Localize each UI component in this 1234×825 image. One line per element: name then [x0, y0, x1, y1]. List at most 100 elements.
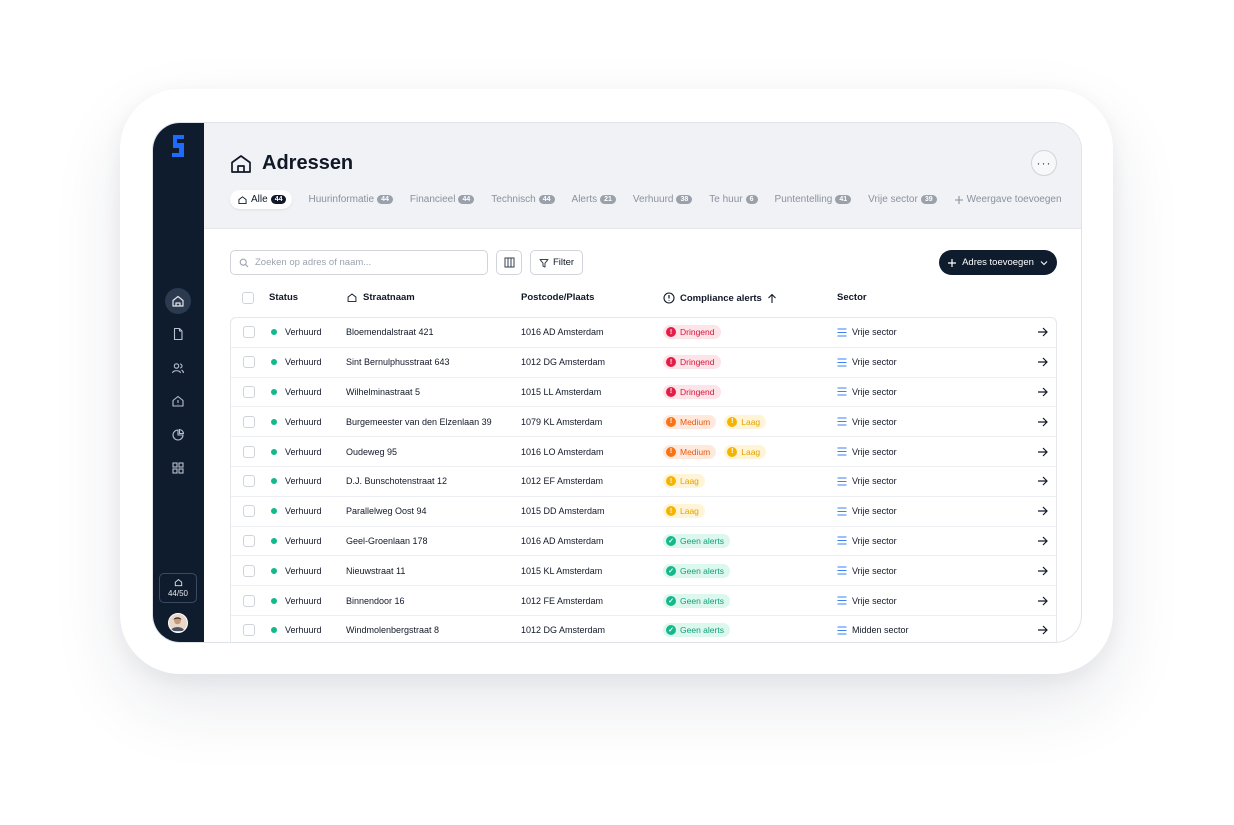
- open-row-button[interactable]: [1037, 357, 1048, 367]
- row-checkbox[interactable]: [243, 594, 255, 607]
- tab-te-huur[interactable]: Te huur 6: [701, 190, 765, 209]
- column-header-status[interactable]: Status: [269, 292, 299, 303]
- open-row-button[interactable]: [1037, 596, 1048, 606]
- status-dot: [271, 627, 277, 634]
- table-row[interactable]: Verhuurd Bloemendalstraat 421 1016 AD Am…: [231, 318, 1056, 348]
- status-cell: Verhuurd: [271, 387, 322, 397]
- postcode-cell: 1012 FE Amsterdam: [521, 595, 604, 606]
- status-label: Verhuurd: [285, 357, 322, 368]
- sidebar-item-documents[interactable]: [165, 321, 191, 347]
- tab-financieel[interactable]: Financieel 44: [402, 190, 482, 209]
- add-view-button[interactable]: Weergave toevoegen: [946, 190, 1070, 209]
- table-row[interactable]: Verhuurd Wilhelminastraat 5 1015 LL Amst…: [231, 378, 1056, 408]
- checkbox[interactable]: [243, 356, 255, 369]
- filter-button[interactable]: Filter: [530, 250, 583, 275]
- alert-label: Dringend: [680, 386, 715, 397]
- table-row[interactable]: Verhuurd Windmolenbergstraat 8 1012 DG A…: [231, 616, 1056, 642]
- row-checkbox[interactable]: [243, 475, 255, 488]
- row-checkbox[interactable]: [243, 564, 255, 577]
- row-checkbox[interactable]: [243, 445, 255, 458]
- search-field[interactable]: [230, 250, 488, 275]
- sidebar-item-analytics[interactable]: [165, 422, 191, 448]
- add-address-label: Adres toevoegen: [962, 257, 1034, 268]
- sector-label: Vrije sector: [852, 446, 897, 457]
- checkbox[interactable]: [243, 534, 255, 547]
- checkbox[interactable]: [243, 415, 255, 428]
- open-row-button[interactable]: [1037, 387, 1048, 397]
- row-checkbox[interactable]: [243, 385, 255, 398]
- sidebar-item-tenants[interactable]: [165, 355, 191, 381]
- alert-label: Laag: [741, 416, 761, 427]
- tab-verhuurd[interactable]: Verhuurd 38: [625, 190, 700, 209]
- house-icon: [238, 195, 247, 204]
- open-row-button[interactable]: [1037, 417, 1048, 427]
- columns-button[interactable]: [496, 250, 522, 275]
- checkbox[interactable]: [243, 445, 255, 458]
- row-checkbox[interactable]: [243, 356, 255, 369]
- row-checkbox[interactable]: [243, 505, 255, 518]
- open-row-button[interactable]: [1037, 506, 1048, 516]
- tab-vrije-sector[interactable]: Vrije sector 39: [860, 190, 944, 209]
- postcode-cell: 1015 LL Amsterdam: [521, 386, 602, 397]
- sidebar-item-alerts[interactable]: [165, 388, 191, 414]
- table-row[interactable]: Verhuurd Parallelweg Oost 94 1015 DD Ams…: [231, 497, 1056, 527]
- checkbox[interactable]: [243, 385, 255, 398]
- select-all-checkbox[interactable]: [242, 292, 254, 304]
- tab-alerts[interactable]: Alerts 21: [564, 190, 624, 209]
- tab-puntentelling[interactable]: Puntentelling 41: [767, 190, 860, 209]
- row-checkbox[interactable]: [243, 534, 255, 547]
- postcode-cell: 1016 AD Amsterdam: [521, 327, 604, 338]
- tab-technisch[interactable]: Technisch 44: [483, 190, 562, 209]
- row-checkbox[interactable]: [243, 415, 255, 428]
- postcode-cell: 1012 DG Amsterdam: [521, 357, 606, 368]
- tab-label: Financieel: [409, 194, 456, 205]
- alert-badge: ! Laag: [724, 414, 767, 429]
- checkbox[interactable]: [242, 292, 254, 304]
- status-dot: [271, 508, 277, 515]
- table-row[interactable]: Verhuurd Binnendoor 16 1012 FE Amsterdam…: [231, 586, 1056, 616]
- tab-huurinformatie[interactable]: Huurinformatie 44: [300, 190, 400, 209]
- add-address-button[interactable]: Adres toevoegen: [939, 250, 1057, 275]
- checkbox[interactable]: [243, 594, 255, 607]
- more-options-button[interactable]: ···: [1031, 150, 1057, 176]
- alerts-cell: ✓ Geen alerts: [663, 563, 730, 578]
- status-cell: Verhuurd: [271, 417, 322, 427]
- table-row[interactable]: Verhuurd Oudeweg 95 1016 LO Amsterdam ! M…: [231, 437, 1056, 467]
- checkbox[interactable]: [243, 564, 255, 577]
- sector-label: Midden sector: [852, 625, 909, 636]
- table-row[interactable]: Verhuurd D.J. Bunschotenstraat 12 1012 E…: [231, 467, 1056, 497]
- street-cell: D.J. Bunschotenstraat 12: [346, 476, 448, 487]
- open-row-button[interactable]: [1037, 566, 1048, 576]
- table-row[interactable]: Verhuurd Geel-Groenlaan 178 1016 AD Amst…: [231, 527, 1056, 557]
- sidebar-item-apps[interactable]: [165, 455, 191, 481]
- open-row-button[interactable]: [1037, 536, 1048, 546]
- row-checkbox[interactable]: [243, 326, 255, 339]
- open-row-button[interactable]: [1037, 327, 1048, 337]
- row-checkbox[interactable]: [243, 624, 255, 637]
- column-header-alerts[interactable]: Compliance alerts: [663, 292, 777, 304]
- checkbox[interactable]: [243, 624, 255, 637]
- postcode-cell: 1012 DG Amsterdam: [521, 625, 606, 636]
- search-input[interactable]: [255, 257, 475, 268]
- sidebar-item-addresses[interactable]: [165, 288, 191, 314]
- column-header-postcode[interactable]: Postcode/Plaats: [521, 292, 595, 303]
- usage-counter[interactable]: 44/50: [159, 573, 197, 603]
- checkbox[interactable]: [243, 475, 255, 488]
- table-row[interactable]: Verhuurd Burgemeester van den Elzenlaan …: [231, 407, 1056, 438]
- table-row[interactable]: Verhuurd Nieuwstraat 11 1015 KL Amsterda…: [231, 556, 1056, 587]
- arrow-right-icon: [1038, 476, 1048, 486]
- tab-alle[interactable]: Alle 44: [230, 190, 293, 209]
- column-header-sector[interactable]: Sector: [837, 292, 867, 303]
- tab-count: 44: [377, 195, 393, 204]
- checkbox[interactable]: [243, 505, 255, 518]
- avatar[interactable]: [168, 613, 188, 633]
- checkbox[interactable]: [243, 326, 255, 339]
- open-row-button[interactable]: [1037, 476, 1048, 486]
- open-row-button[interactable]: [1037, 625, 1048, 635]
- open-row-button[interactable]: [1037, 447, 1048, 457]
- sector-label: Vrije sector: [852, 535, 897, 546]
- alert-badge: ✓ Geen alerts: [663, 623, 730, 638]
- column-header-street[interactable]: Straatnaam: [346, 292, 415, 303]
- alert-badge: ! Dringend: [663, 384, 721, 399]
- table-row[interactable]: Verhuurd Sint Bernulphusstraat 643 1012 …: [231, 348, 1056, 378]
